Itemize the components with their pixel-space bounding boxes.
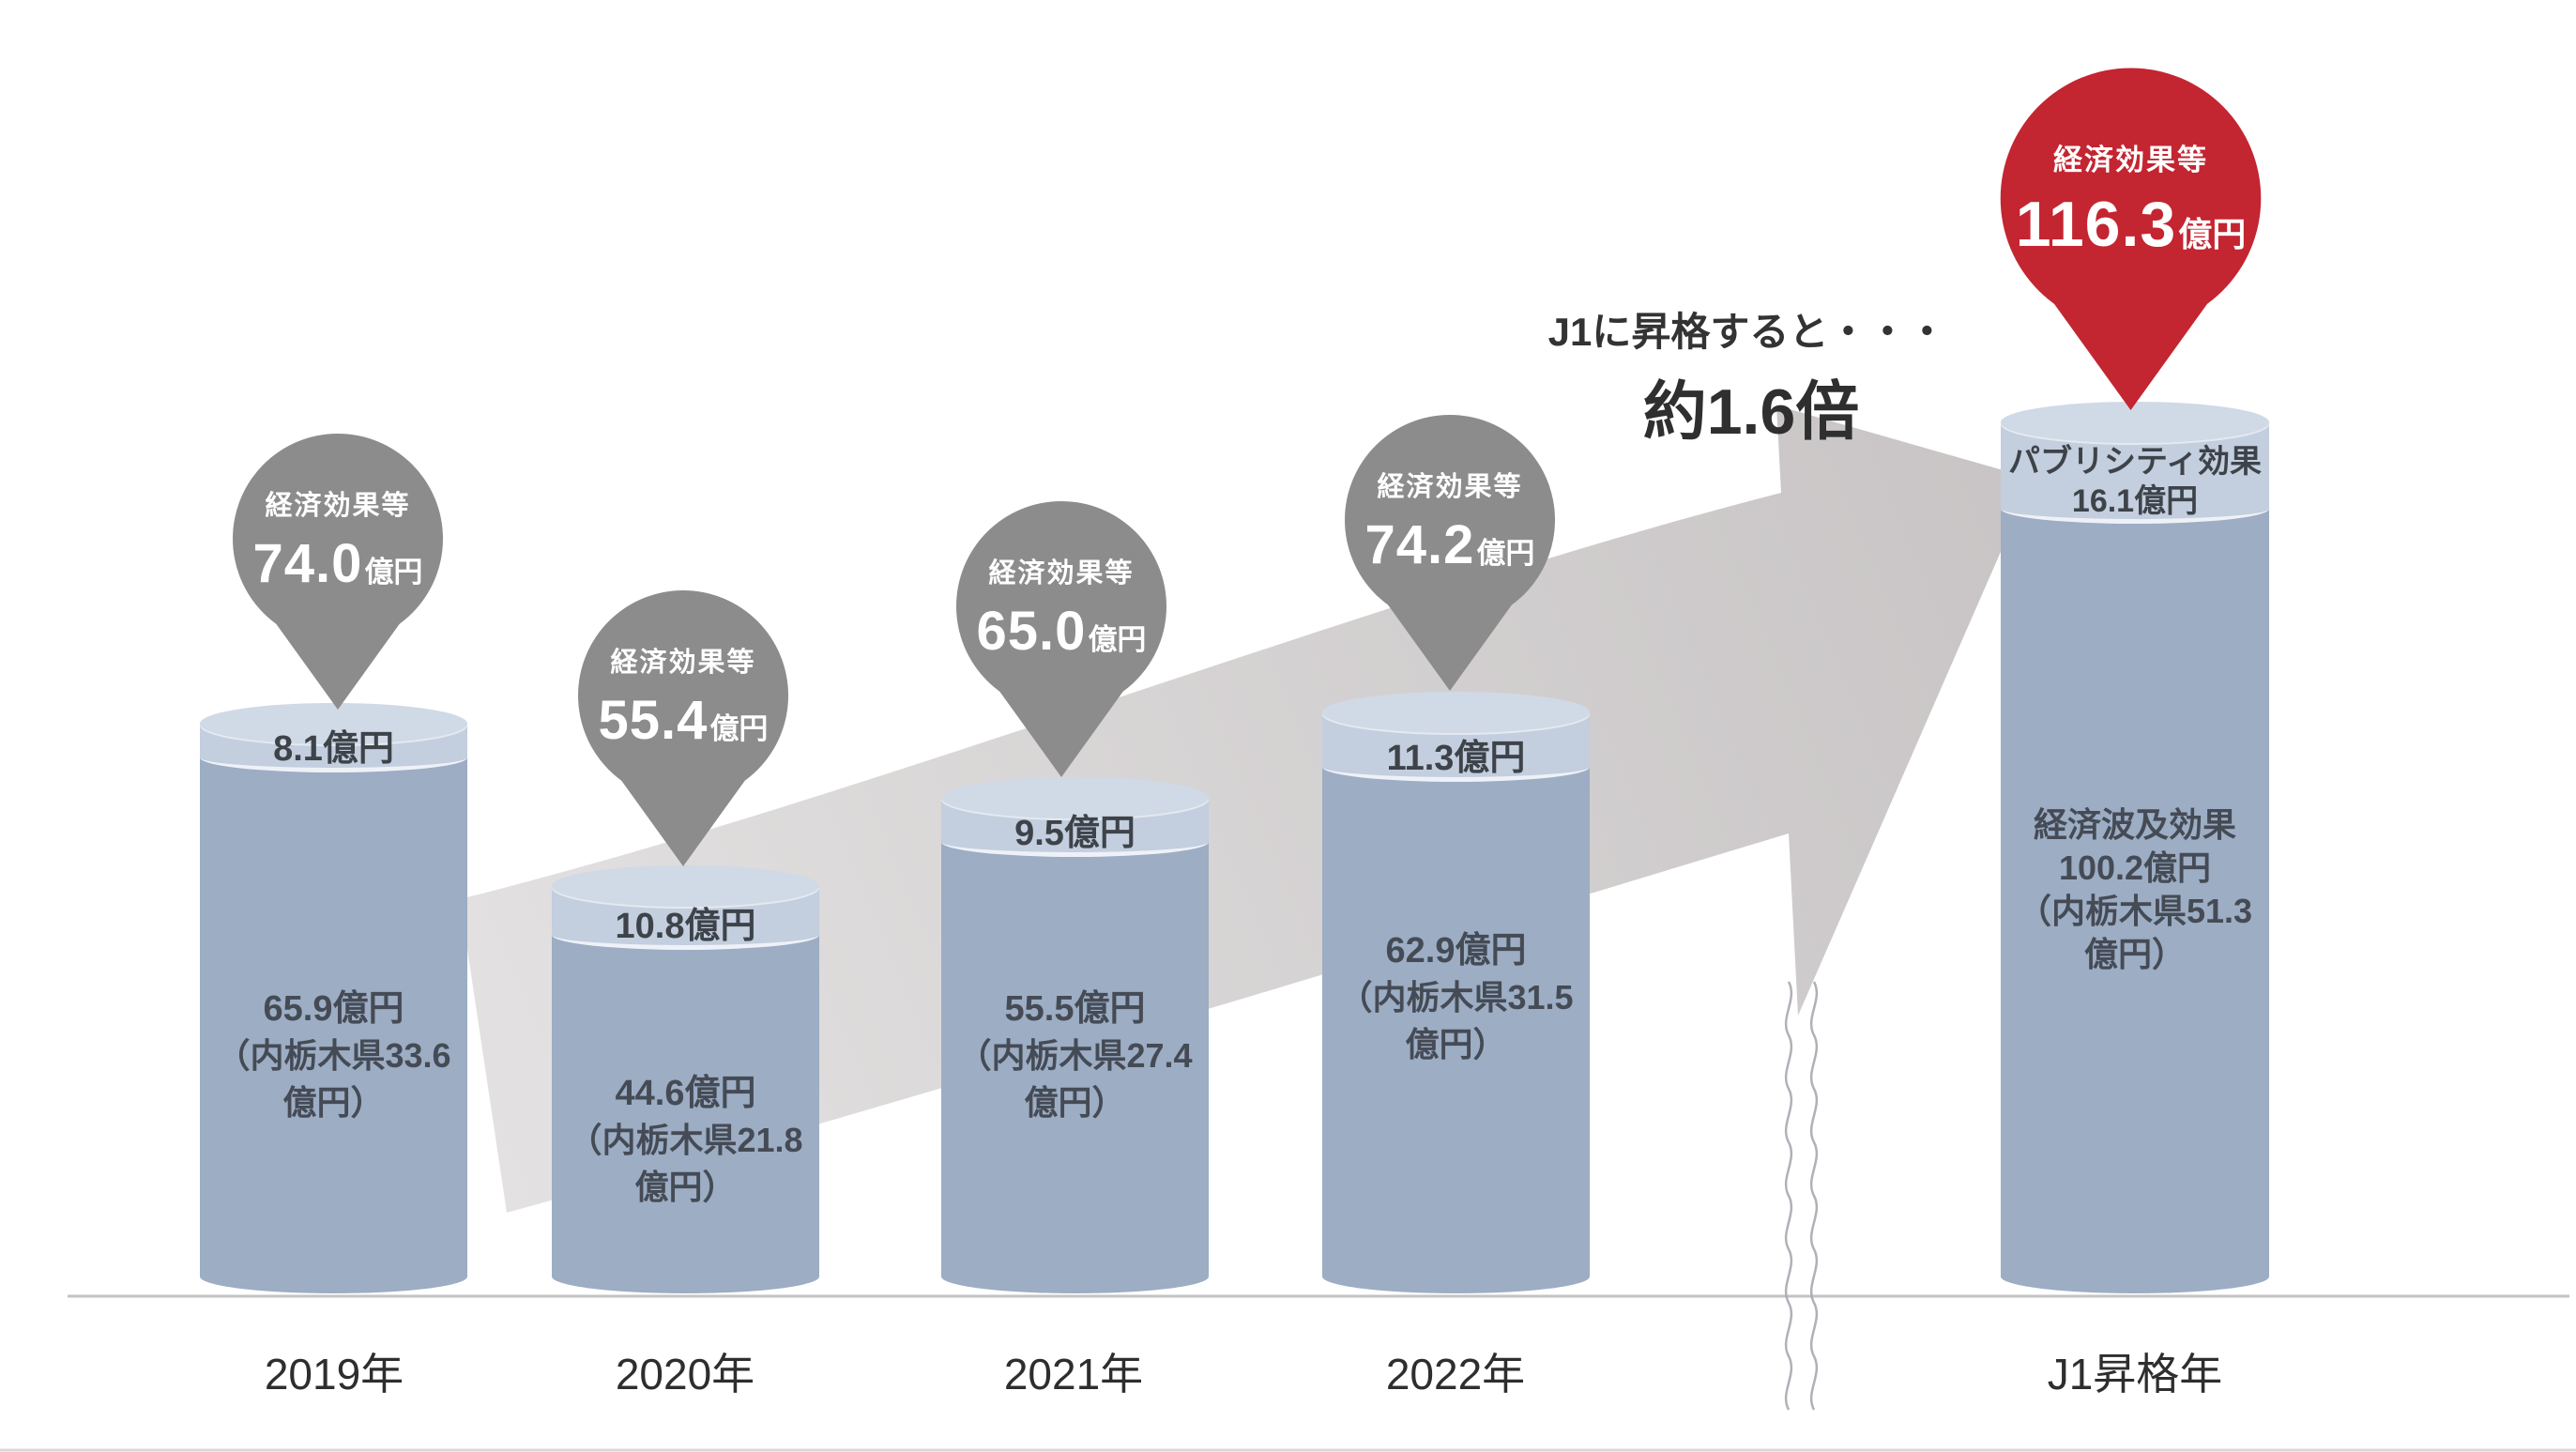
pin-text: 経済効果等 74.0 億円 [230,432,446,646]
value-pin-2020: 経済効果等 55.4 億円 [575,588,791,870]
pin-shape-icon [956,501,1166,777]
top-segment-label: 11.3億円 [1386,739,1526,778]
pin-label: 経済効果等 [610,647,756,678]
body-segment-label: 55.5億円 （内栃木県27.4億円） [957,989,1193,1122]
cylinder-j1: パブリシティ効果 16.1億円 経済波及効果 100.2億円 （内栃木県51.3… [2001,402,2269,1293]
pin-label: 経済効果等 [988,558,1135,588]
top-segment-label: パブリシティ効果 16.1億円 [2008,444,2262,519]
cylinder-cap [552,865,819,907]
cylinder-body-segment [552,886,819,1293]
cylinder-2019: 8.1億円 65.9億円 （内栃木県33.6億円） [200,703,467,1293]
cylinder-body-segment [200,724,467,1293]
pin-shape-icon [2000,68,2262,411]
axis-break-icon [1784,981,1819,1411]
pin-value: 74.0 億円 [252,532,423,594]
cylinder-2020: 10.8億円 44.6億円 （内栃木県21.8億円） [552,865,819,1293]
body-segment-label: 62.9億円 （内栃木県31.5億円） [1338,931,1574,1063]
pin-shape-icon [578,590,788,866]
cylinder-cap [941,777,1209,818]
cylinder-cap [200,703,467,744]
value-pin-2022: 経済効果等 74.2 億円 [1342,413,1558,695]
pin-shape-icon [233,434,443,710]
cylinder-cap [1322,692,1590,733]
value-pin-j1: 経済効果等 116.3 億円 [1997,66,2264,415]
annotation-heading: J1に昇格すると・・・ [1547,310,1947,354]
pin-value: 55.4 億円 [598,689,769,751]
cylinder-body-segment [1322,712,1590,1293]
cylinder-2021: 9.5億円 55.5億円 （内栃木県27.4億円） [941,777,1209,1293]
cylinder-body-segment [2001,422,2269,1293]
pin-label: 経済効果等 [265,490,411,521]
body-segment-label: 65.9億円 （内栃木県33.6億円） [216,989,451,1122]
pin-shape-icon [1345,415,1555,691]
x-label-j1: J1昇格年 [2047,1350,2223,1399]
top-segment-label: 9.5億円 [1014,814,1136,853]
pin-text: 経済効果等 65.0 億円 [953,499,1169,713]
cylinder-cap [2001,402,2269,443]
x-label-2022: 2022年 [1385,1350,1526,1399]
value-pin-2021: 経済効果等 65.0 億円 [953,499,1169,781]
pin-value: 116.3 億円 [2015,188,2247,260]
x-label-2019: 2019年 [264,1350,404,1399]
value-pin-2019: 経済効果等 74.0 億円 [230,432,446,713]
pin-value: 74.2 億円 [1364,513,1535,575]
annotation-multiplier: 約1.6倍 [1642,376,1860,448]
x-label-2020: 2020年 [615,1350,755,1399]
body-segment-label: 44.6億円 （内栃木県21.8億円） [568,1074,803,1206]
growth-arrow-graphic [460,405,2033,1213]
cylinder-2022: 11.3億円 62.9億円 （内栃木県31.5億円） [1322,692,1590,1293]
pin-text: 経済効果等 116.3 億円 [1997,66,2264,331]
top-segment-label: 8.1億円 [273,729,394,769]
pin-label: 経済効果等 [2053,143,2208,176]
x-label-2021: 2021年 [1003,1350,1144,1399]
pin-label: 経済効果等 [1377,471,1523,502]
pin-text: 経済効果等 55.4 億円 [575,588,791,802]
body-segment-label: 経済波及効果 100.2億円 （内栃木県51.3億円） [2017,805,2253,973]
top-segment-label: 10.8億円 [615,907,756,946]
pin-text: 経済効果等 74.2 億円 [1342,413,1558,627]
pin-value: 65.0 億円 [976,600,1147,662]
cylinder-body-segment [941,798,1209,1293]
